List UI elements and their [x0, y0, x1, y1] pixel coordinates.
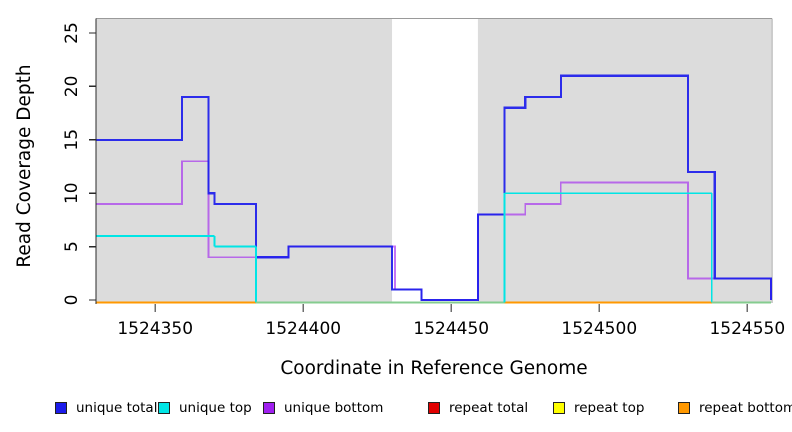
legend-label: repeat total [449, 400, 529, 416]
legend-label: unique top [179, 400, 252, 416]
shaded-regions [96, 19, 771, 303]
x-tick-label: 1524550 [709, 319, 785, 339]
y-axis-title: Read Coverage Depth [14, 64, 35, 267]
plot-box [96, 17, 773, 303]
legend-item-repeat-bottom: repeat bottom [678, 398, 792, 418]
y-tick-label: 10 [62, 182, 82, 204]
x-tick-label: 1524400 [265, 319, 341, 339]
legend-item-repeat-total: repeat total [428, 398, 528, 418]
legend-item-unique-bottom: unique bottom [263, 398, 383, 418]
y-tick-label: 25 [62, 22, 82, 44]
legend-label: unique bottom [284, 400, 384, 416]
legend-label: repeat top [574, 400, 645, 416]
legend-label: unique total [76, 400, 158, 416]
legend-item-unique-top: unique top [158, 398, 252, 418]
legend-swatch-repeat-total [428, 402, 440, 414]
y-tick-label: 20 [62, 76, 82, 98]
legend-item-repeat-top: repeat top [553, 398, 644, 418]
legend-swatch-unique-top [158, 402, 170, 414]
series-line-unique-total [96, 74, 773, 302]
legend-item-unique-total: unique total [55, 398, 157, 418]
legend-swatch-unique-bottom [263, 402, 275, 414]
legend-swatch-repeat-bottom [678, 402, 690, 414]
y-tick-label: 0 [62, 295, 82, 306]
legend: unique total unique top unique bottom re… [0, 398, 792, 420]
coverage-shade [96, 19, 393, 303]
legend-label: repeat bottom [699, 400, 792, 416]
series-lines [96, 74, 773, 304]
legend-swatch-unique-total [55, 402, 67, 414]
x-tick-label: 1524500 [561, 319, 637, 339]
coverage-shade [477, 19, 771, 303]
y-tick-label: 15 [62, 129, 82, 151]
x-tick-label: 1524350 [117, 319, 193, 339]
y-tick-label: 5 [62, 241, 82, 252]
x-axis-title: Coordinate in Reference Genome [280, 358, 587, 379]
x-tick-label: 1524450 [413, 319, 489, 339]
legend-swatch-repeat-top [553, 402, 565, 414]
axes: 0 5 10 15 20 25 1524350 1524400 1524450 1524500 15… [62, 18, 785, 339]
